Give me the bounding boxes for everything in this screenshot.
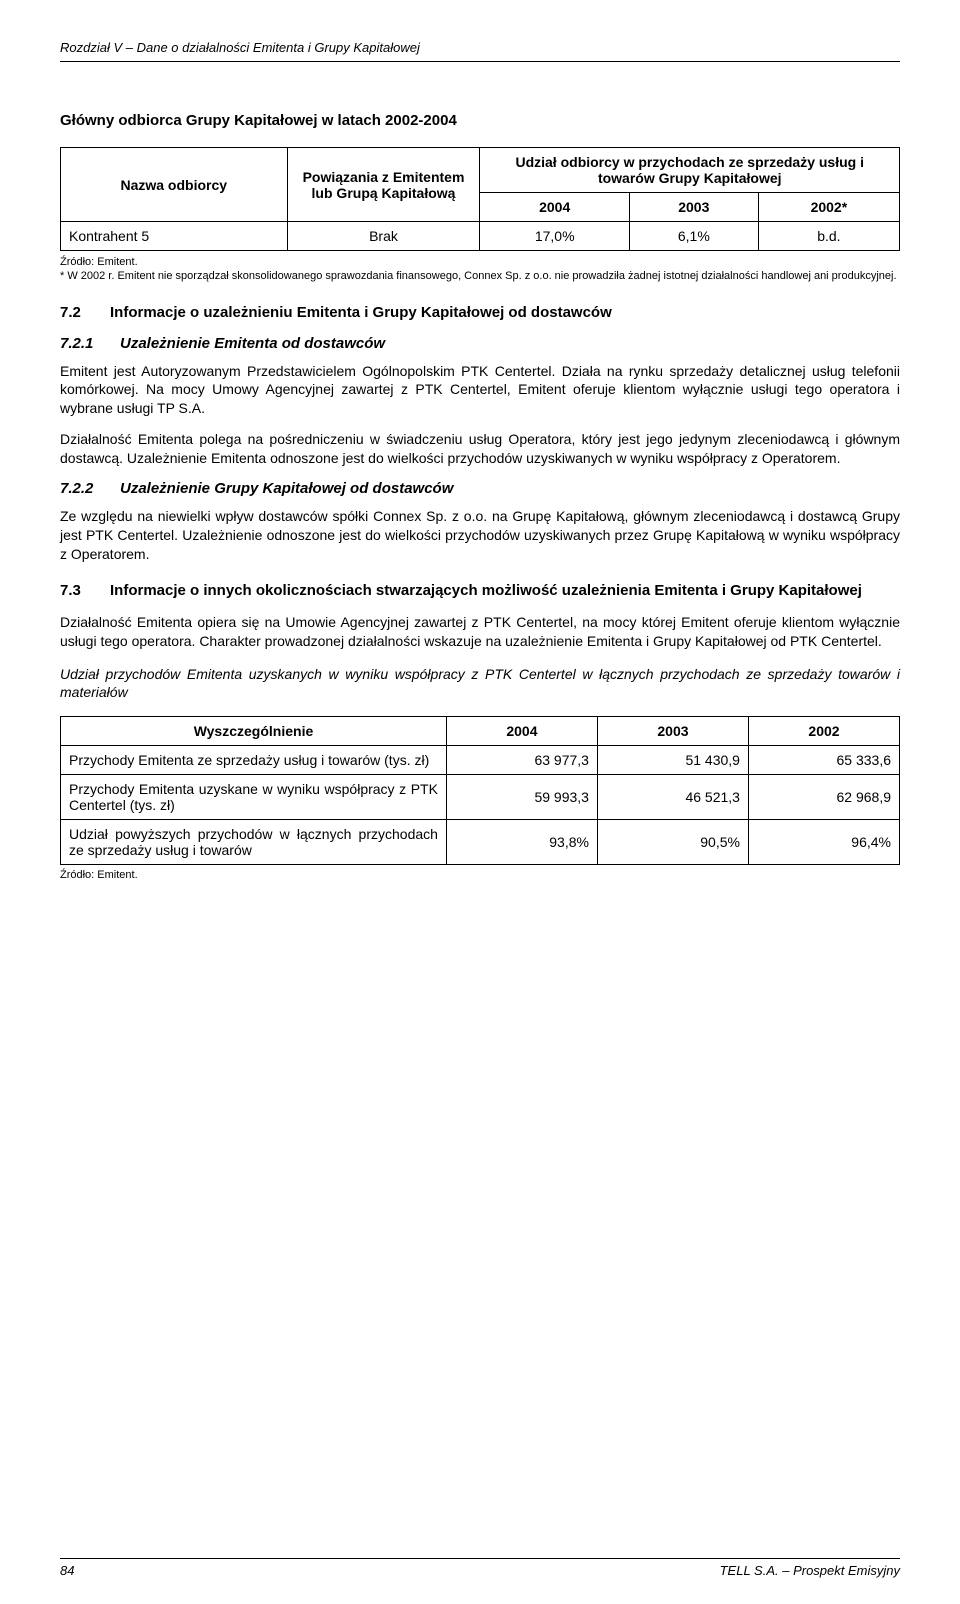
th-share-span: Udział odbiorcy w przychodach ze sprzeda… <box>480 148 900 193</box>
cell-value: 63 977,3 <box>446 746 597 775</box>
subheading-text: Uzależnienie Emitenta od dostawców <box>120 335 900 352</box>
th-year-2003: 2003 <box>629 193 758 222</box>
cell-value: 46 521,3 <box>597 775 748 820</box>
subheading-num: 7.2.2 <box>60 480 120 497</box>
paragraph: Ze względu na niewielki wpływ dostawców … <box>60 507 900 564</box>
cell-name: Kontrahent 5 <box>61 222 288 251</box>
cell-2002: b.d. <box>758 222 899 251</box>
cell-value: 51 430,9 <box>597 746 748 775</box>
cell-value: 90,5% <box>597 820 748 865</box>
table-main-recipient: Nazwa odbiorcy Powiązania z Emitentem lu… <box>60 147 900 251</box>
heading-num: 7.3 <box>60 582 110 599</box>
th-spec: Wyszczególnienie <box>61 717 447 746</box>
heading-text: Informacje o uzależnieniu Emitenta i Gru… <box>110 304 900 321</box>
paragraph: Działalność Emitenta polega na pośrednic… <box>60 430 900 468</box>
subheading-7-2-1: 7.2.1 Uzależnienie Emitenta od dostawców <box>60 335 900 352</box>
cell-2003: 6,1% <box>629 222 758 251</box>
table-row: Przychody Emitenta ze sprzedaży usług i … <box>61 746 900 775</box>
cell-value: 96,4% <box>748 820 899 865</box>
th-year-2002: 2002* <box>758 193 899 222</box>
footer-right: TELL S.A. – Prospekt Emisyjny <box>720 1563 900 1578</box>
paragraph: Emitent jest Autoryzowanym Przedstawicie… <box>60 362 900 419</box>
th-year-2004: 2004 <box>480 193 629 222</box>
th-name: Nazwa odbiorcy <box>61 148 288 222</box>
cell-label: Udział powyższych przychodów w łącznych … <box>61 820 447 865</box>
page-footer: 84 TELL S.A. – Prospekt Emisyjny <box>60 1558 900 1578</box>
table-row: Udział powyższych przychodów w łącznych … <box>61 820 900 865</box>
heading-7-3: 7.3 Informacje o innych okolicznościach … <box>60 582 900 599</box>
subheading-num: 7.2.1 <box>60 335 120 352</box>
cell-value: 59 993,3 <box>446 775 597 820</box>
table1-title: Główny odbiorca Grupy Kapitałowej w lata… <box>60 112 900 129</box>
th-2003: 2003 <box>597 717 748 746</box>
cell-value: 93,8% <box>446 820 597 865</box>
table-revenue-share: Wyszczególnienie 2004 2003 2002 Przychod… <box>60 716 900 865</box>
heading-7-2: 7.2 Informacje o uzależnieniu Emitenta i… <box>60 304 900 321</box>
th-2004: 2004 <box>446 717 597 746</box>
page-header: Rozdział V – Dane o działalności Emitent… <box>60 40 900 62</box>
cell-value: 62 968,9 <box>748 775 899 820</box>
table-row: Przychody Emitenta uzyskane w wyniku wsp… <box>61 775 900 820</box>
page-number: 84 <box>60 1563 74 1578</box>
heading-num: 7.2 <box>60 304 110 321</box>
cell-value: 65 333,6 <box>748 746 899 775</box>
subheading-text: Uzależnienie Grupy Kapitałowej od dostaw… <box>120 480 900 497</box>
cell-label: Przychody Emitenta ze sprzedaży usług i … <box>61 746 447 775</box>
cell-label: Przychody Emitenta uzyskane w wyniku wsp… <box>61 775 447 820</box>
subheading-7-2-2: 7.2.2 Uzależnienie Grupy Kapitałowej od … <box>60 480 900 497</box>
table2-source: Źródło: Emitent. <box>60 869 900 881</box>
table-row: Kontrahent 5 Brak 17,0% 6,1% b.d. <box>61 222 900 251</box>
table1-footnote: Źródło: Emitent. * W 2002 r. Emitent nie… <box>60 255 900 284</box>
cell-link: Brak <box>287 222 480 251</box>
table2-lead: Udział przychodów Emitenta uzyskanych w … <box>60 665 900 703</box>
paragraph: Działalność Emitenta opiera się na Umowi… <box>60 613 900 651</box>
cell-2004: 17,0% <box>480 222 629 251</box>
heading-text: Informacje o innych okolicznościach stwa… <box>110 582 900 599</box>
th-link: Powiązania z Emitentem lub Grupą Kapitał… <box>287 148 480 222</box>
th-2002: 2002 <box>748 717 899 746</box>
